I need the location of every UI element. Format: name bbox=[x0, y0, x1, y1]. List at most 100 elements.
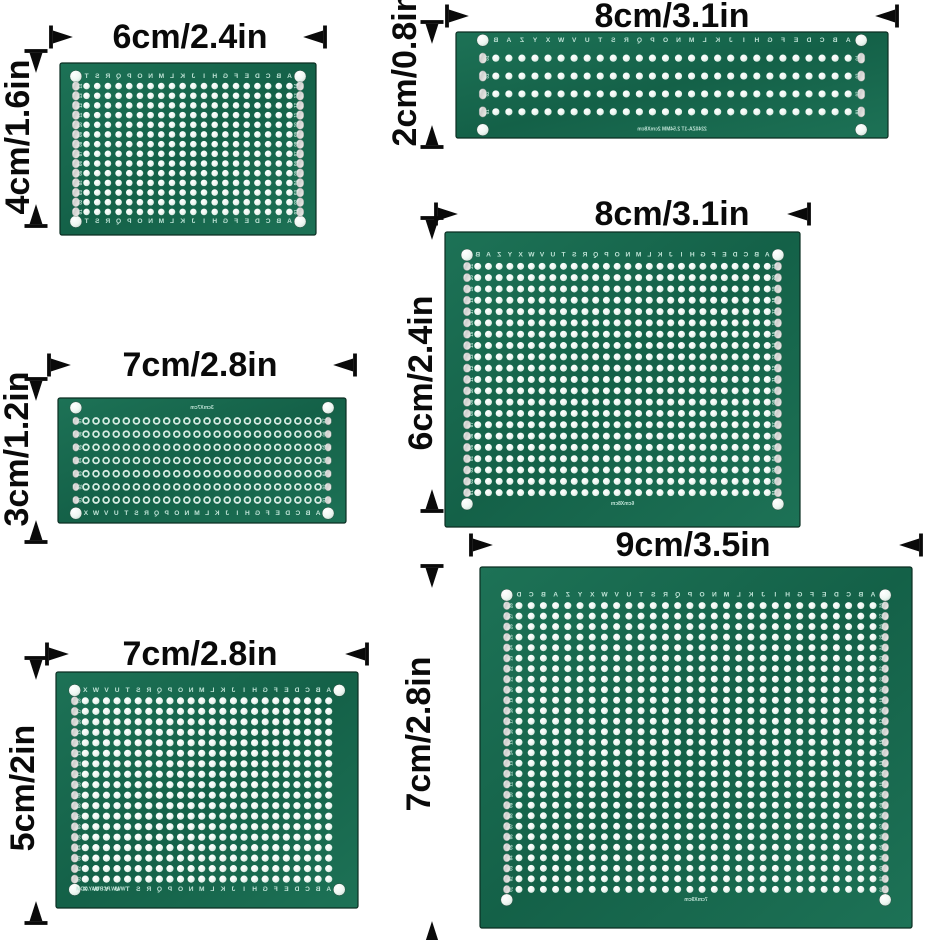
svg-text:15: 15 bbox=[771, 331, 776, 336]
svg-text:T: T bbox=[598, 37, 602, 44]
svg-text:K: K bbox=[180, 218, 185, 225]
svg-text:26: 26 bbox=[879, 624, 884, 629]
svg-text:E: E bbox=[722, 252, 727, 259]
svg-text:07: 07 bbox=[78, 151, 83, 156]
svg-text:21: 21 bbox=[771, 263, 776, 268]
svg-text:W: W bbox=[601, 592, 608, 599]
svg-text:V: V bbox=[104, 687, 109, 694]
svg-text:I: I bbox=[203, 73, 205, 80]
svg-text:N: N bbox=[712, 592, 717, 599]
svg-text:J: J bbox=[669, 252, 673, 259]
svg-text:F: F bbox=[234, 218, 238, 225]
svg-text:B: B bbox=[276, 73, 281, 80]
svg-text:07: 07 bbox=[771, 422, 776, 427]
svg-text:16: 16 bbox=[469, 320, 474, 325]
svg-text:15: 15 bbox=[469, 331, 474, 336]
svg-text:05: 05 bbox=[78, 170, 83, 175]
svg-text:Q: Q bbox=[157, 886, 162, 893]
svg-text:04: 04 bbox=[771, 456, 776, 461]
svg-text:8cm/3.1in: 8cm/3.1in bbox=[595, 0, 750, 35]
svg-text:Q: Q bbox=[154, 510, 159, 517]
svg-text:O: O bbox=[700, 592, 705, 599]
svg-text:K: K bbox=[220, 687, 225, 694]
svg-text:7cm/2.8in: 7cm/2.8in bbox=[123, 346, 278, 384]
svg-text:L: L bbox=[170, 218, 174, 225]
svg-text:06: 06 bbox=[78, 161, 83, 166]
svg-text:18: 18 bbox=[771, 297, 776, 302]
svg-text:6cmX8cm: 6cmX8cm bbox=[610, 501, 634, 507]
svg-text:08: 08 bbox=[77, 803, 82, 808]
svg-text:22: 22 bbox=[509, 666, 514, 671]
svg-text:09: 09 bbox=[78, 131, 83, 136]
svg-text:11: 11 bbox=[771, 377, 776, 382]
svg-text:M: M bbox=[198, 886, 204, 893]
svg-text:O: O bbox=[615, 252, 620, 259]
svg-text:12: 12 bbox=[469, 365, 474, 370]
svg-text:B: B bbox=[305, 510, 310, 517]
svg-text:10: 10 bbox=[469, 388, 474, 393]
svg-text:07: 07 bbox=[469, 422, 474, 427]
svg-text:05: 05 bbox=[469, 444, 474, 449]
svg-text:O: O bbox=[174, 510, 179, 517]
svg-text:04: 04 bbox=[293, 180, 298, 185]
svg-text:L: L bbox=[210, 687, 214, 694]
svg-text:06: 06 bbox=[879, 834, 884, 839]
svg-text:L: L bbox=[210, 886, 214, 893]
svg-text:T: T bbox=[124, 510, 128, 517]
svg-text:15: 15 bbox=[509, 739, 514, 744]
svg-text:03: 03 bbox=[469, 467, 474, 472]
svg-text:04: 04 bbox=[469, 456, 474, 461]
svg-text:14: 14 bbox=[77, 740, 82, 745]
svg-text:16: 16 bbox=[879, 729, 884, 734]
svg-text:R: R bbox=[105, 218, 110, 225]
svg-text:N: N bbox=[189, 687, 194, 694]
svg-text:18: 18 bbox=[469, 297, 474, 302]
svg-text:19: 19 bbox=[509, 697, 514, 702]
svg-text:A: A bbox=[506, 37, 511, 44]
svg-text:C: C bbox=[846, 592, 851, 599]
svg-text:W: W bbox=[92, 510, 99, 517]
svg-text:C: C bbox=[295, 510, 300, 517]
svg-text:H: H bbox=[690, 252, 695, 259]
svg-text:07: 07 bbox=[879, 823, 884, 828]
svg-text:07: 07 bbox=[322, 418, 327, 423]
svg-text:02: 02 bbox=[879, 876, 884, 881]
svg-text:03: 03 bbox=[879, 865, 884, 870]
svg-text:08: 08 bbox=[293, 141, 298, 146]
svg-text:18: 18 bbox=[509, 708, 514, 713]
svg-text:B: B bbox=[475, 252, 480, 259]
svg-text:A: A bbox=[486, 252, 491, 259]
svg-text:Z: Z bbox=[497, 252, 501, 259]
svg-text:9cm/3.5in: 9cm/3.5in bbox=[616, 526, 771, 564]
svg-text:P: P bbox=[164, 510, 169, 517]
svg-text:04: 04 bbox=[77, 845, 82, 850]
svg-text:03: 03 bbox=[77, 471, 82, 476]
svg-text:R: R bbox=[146, 886, 151, 893]
svg-text:11: 11 bbox=[293, 112, 298, 117]
svg-text:20: 20 bbox=[879, 687, 884, 692]
svg-text:05: 05 bbox=[77, 444, 82, 449]
svg-text:10: 10 bbox=[771, 388, 776, 393]
svg-text:C: C bbox=[819, 37, 824, 44]
svg-text:C: C bbox=[305, 886, 310, 893]
svg-text:04: 04 bbox=[854, 55, 859, 60]
svg-text:7cm/2.8in: 7cm/2.8in bbox=[123, 635, 278, 673]
svg-text:03: 03 bbox=[854, 73, 859, 78]
svg-text:N: N bbox=[625, 252, 630, 259]
svg-text:02: 02 bbox=[469, 478, 474, 483]
svg-text:F: F bbox=[274, 886, 278, 893]
svg-text:04: 04 bbox=[509, 855, 514, 860]
svg-text:H: H bbox=[252, 687, 257, 694]
svg-text:02: 02 bbox=[78, 199, 83, 204]
svg-text:08: 08 bbox=[78, 141, 83, 146]
svg-text:G: G bbox=[263, 886, 268, 893]
svg-text:8cm/3.1in: 8cm/3.1in bbox=[595, 195, 750, 233]
svg-text:7cm/2.8in: 7cm/2.8in bbox=[400, 657, 438, 812]
svg-text:C: C bbox=[265, 218, 270, 225]
svg-text:I: I bbox=[203, 218, 205, 225]
svg-text:M: M bbox=[158, 218, 164, 225]
svg-text:14: 14 bbox=[78, 83, 83, 88]
svg-text:D: D bbox=[255, 218, 260, 225]
svg-text:17: 17 bbox=[469, 309, 474, 314]
svg-text:A: A bbox=[326, 886, 331, 893]
